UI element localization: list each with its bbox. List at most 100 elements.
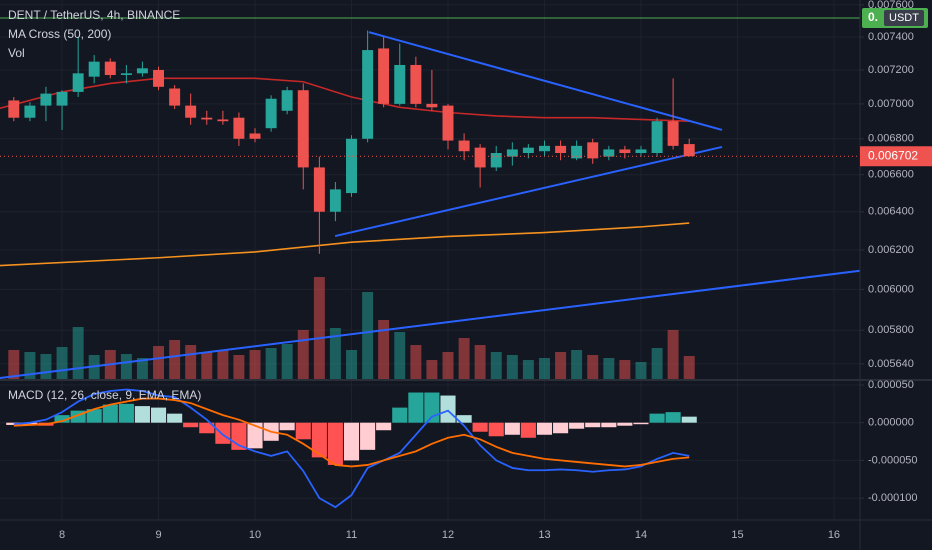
- volume-bar: [72, 327, 84, 380]
- candle-body: [40, 93, 52, 106]
- candle-body: [24, 105, 36, 118]
- histogram-bar: [440, 395, 456, 423]
- histogram-bar: [472, 422, 488, 432]
- volume-bar: [442, 352, 454, 380]
- volume-bar: [346, 350, 357, 380]
- histogram-bar: [569, 422, 585, 429]
- histogram-bar: [54, 415, 70, 423]
- candle-body: [88, 61, 100, 77]
- histogram-bar: [327, 422, 343, 465]
- y-tick-label: 0.006000: [868, 283, 914, 295]
- histogram-bar: [183, 422, 199, 428]
- histogram-bar: [279, 422, 295, 431]
- x-tick-label: 8: [59, 529, 65, 541]
- y-tick-label: 0.006600: [868, 169, 914, 181]
- volume-bar: [490, 352, 502, 380]
- candle-body: [72, 73, 84, 92]
- trendline: [334, 145, 723, 238]
- trendline: [368, 31, 723, 131]
- histogram-bar: [649, 413, 665, 423]
- y-tick-label: 0.000050: [868, 379, 914, 391]
- macd-pane: [6, 388, 697, 509]
- histogram-bar: [520, 422, 536, 438]
- moving-average: [0, 222, 690, 267]
- candle-body: [104, 61, 116, 75]
- symbol-title: DENT / TetherUS, 4h, BINANCE: [8, 8, 180, 22]
- candle-body: [185, 105, 197, 118]
- histogram-bar: [585, 422, 601, 428]
- last-price-label: 0.006702: [868, 148, 918, 162]
- candle-body: [683, 144, 695, 157]
- candle-body: [442, 105, 454, 141]
- candle-body: [651, 121, 663, 154]
- candle-body: [169, 88, 181, 106]
- candle-body: [571, 145, 583, 159]
- macd-line: [13, 388, 690, 509]
- histogram-bar: [617, 422, 633, 426]
- alert-label: 0.: [868, 10, 878, 24]
- y-tick-label: 0.006200: [868, 244, 914, 256]
- volume-bar: [394, 332, 406, 380]
- candle-body: [522, 147, 534, 154]
- candle-body: [410, 64, 422, 104]
- y-tick-label: 0.005800: [868, 324, 914, 336]
- candle-body: [378, 48, 390, 104]
- candle-body: [153, 69, 165, 87]
- candle-body: [619, 149, 631, 154]
- histogram-bar: [665, 412, 681, 423]
- volume-bar: [169, 340, 181, 380]
- volume-bar: [603, 358, 615, 380]
- candle-body: [362, 50, 374, 139]
- candle-body: [346, 138, 357, 194]
- histogram-bar: [601, 422, 617, 428]
- histogram-bar: [488, 422, 504, 437]
- candle-body: [458, 140, 470, 152]
- histogram-bar: [22, 422, 38, 425]
- volume-bar: [24, 352, 36, 380]
- histogram-bar: [360, 422, 376, 450]
- histogram-bar: [311, 422, 327, 458]
- y-tick-label: 0.000000: [868, 417, 914, 429]
- histogram-bar: [408, 392, 424, 423]
- candle-body: [120, 73, 132, 75]
- histogram-bar: [343, 422, 360, 461]
- volume-bar: [619, 360, 631, 380]
- volume-bar: [8, 350, 20, 380]
- histogram-bar: [150, 407, 167, 423]
- volume-bar: [201, 352, 213, 380]
- candle-body: [603, 149, 615, 157]
- candle-body: [233, 117, 245, 139]
- x-tick-label: 13: [538, 529, 550, 541]
- volume-bar: [313, 277, 325, 380]
- candle-body: [297, 90, 309, 168]
- histogram-bar: [199, 422, 215, 434]
- x-tick-label: 11: [346, 529, 357, 541]
- volume-bar: [217, 350, 229, 380]
- histogram-bar: [295, 422, 311, 440]
- volume-bar: [667, 330, 679, 380]
- histogram-bar: [392, 407, 408, 423]
- histogram-bar: [376, 422, 392, 431]
- macd-line: [13, 397, 690, 468]
- last-price-box: [860, 146, 932, 167]
- candle-body: [474, 147, 486, 168]
- volume-bar: [153, 346, 165, 380]
- macd-title: MACD (12, 26, close, 9, EMA, EMA): [8, 388, 201, 402]
- volume-bar: [474, 345, 486, 380]
- volume-bar: [329, 328, 341, 380]
- candle-body: [217, 119, 229, 122]
- volume-bar: [635, 362, 647, 380]
- candle-body: [201, 117, 213, 120]
- candle-body: [490, 153, 502, 168]
- y-tick-label: 0.007600: [868, 0, 914, 11]
- y-tick-label: -0.000100: [868, 492, 918, 504]
- y-tick-label: 0.007000: [868, 98, 914, 110]
- volume-bar: [362, 292, 374, 380]
- candle-body: [394, 64, 406, 104]
- volume-bar: [265, 348, 277, 380]
- volume-bar: [378, 320, 390, 380]
- candle-body: [8, 100, 20, 118]
- candle-body: [136, 68, 148, 74]
